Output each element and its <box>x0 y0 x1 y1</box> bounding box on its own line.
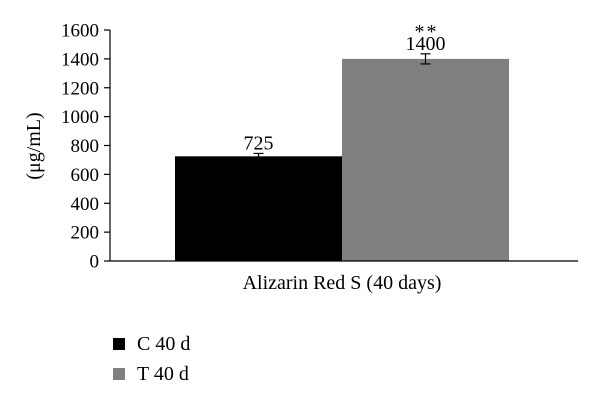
legend-label: C 40 d <box>137 333 190 355</box>
legend: C 40 d T 40 d <box>113 333 190 385</box>
bar <box>175 156 342 261</box>
y-tick-label: 1200 <box>61 78 99 99</box>
error-bar <box>420 53 431 65</box>
y-tick-label: 400 <box>71 194 100 215</box>
y-tick-label: 1400 <box>61 49 99 70</box>
y-tick-label: 600 <box>71 165 100 186</box>
y-axis-title: (μg/mL) <box>23 112 45 179</box>
y-tick-label: 200 <box>71 223 100 244</box>
significance-marker: ** <box>415 21 439 43</box>
y-tick-label: 0 <box>90 252 100 273</box>
y-ticks: 0 200 400 600 800 1000 1200 1400 1600 <box>61 21 110 273</box>
bar-data-label: 725 <box>244 132 274 154</box>
error-bar <box>253 152 264 160</box>
legend-swatch <box>113 338 125 350</box>
x-axis-title: Alizarin Red S (40 days) <box>243 272 442 294</box>
y-tick-label: 800 <box>71 136 100 157</box>
bars: 725 1400** <box>175 21 509 261</box>
legend-swatch <box>113 368 125 380</box>
y-tick-label: 1600 <box>61 21 99 42</box>
bar <box>342 58 509 261</box>
bar-data-label: 1400 <box>406 33 446 55</box>
legend-label: T 40 d <box>137 363 189 385</box>
y-axis: 0 200 400 600 800 1000 1200 1400 1600 (μg/mL) <box>23 21 111 273</box>
y-tick-label: 1000 <box>61 107 99 128</box>
